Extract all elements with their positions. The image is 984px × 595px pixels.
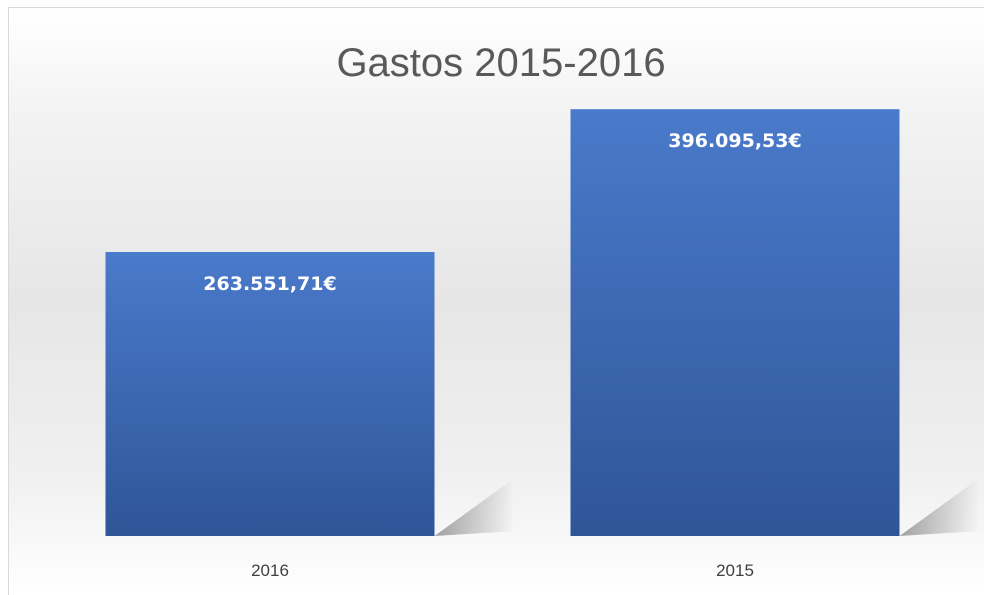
x-tick-label-2015: 2015: [716, 561, 754, 580]
bar-2015: [570, 109, 900, 536]
data-label-2016: 263.551,71€: [203, 273, 336, 295]
bar-shadow: [899, 478, 980, 536]
chart-title: Gastos 2015-2016: [336, 41, 665, 85]
bar-2016: [105, 252, 435, 536]
data-label-2015: 396.095,53€: [668, 130, 801, 152]
bar-shadow: [434, 478, 515, 536]
chart-area: Gastos 2015-2016 263.551,71€ 2016 396.095,…: [8, 7, 984, 595]
bar-chart: Gastos 2015-2016 263.551,71€ 2016 396.095,…: [105, 41, 980, 580]
x-tick-label-2016: 2016: [251, 561, 289, 580]
bars-layer: 263.551,71€ 2016 396.095,53€ 2015: [105, 109, 980, 580]
